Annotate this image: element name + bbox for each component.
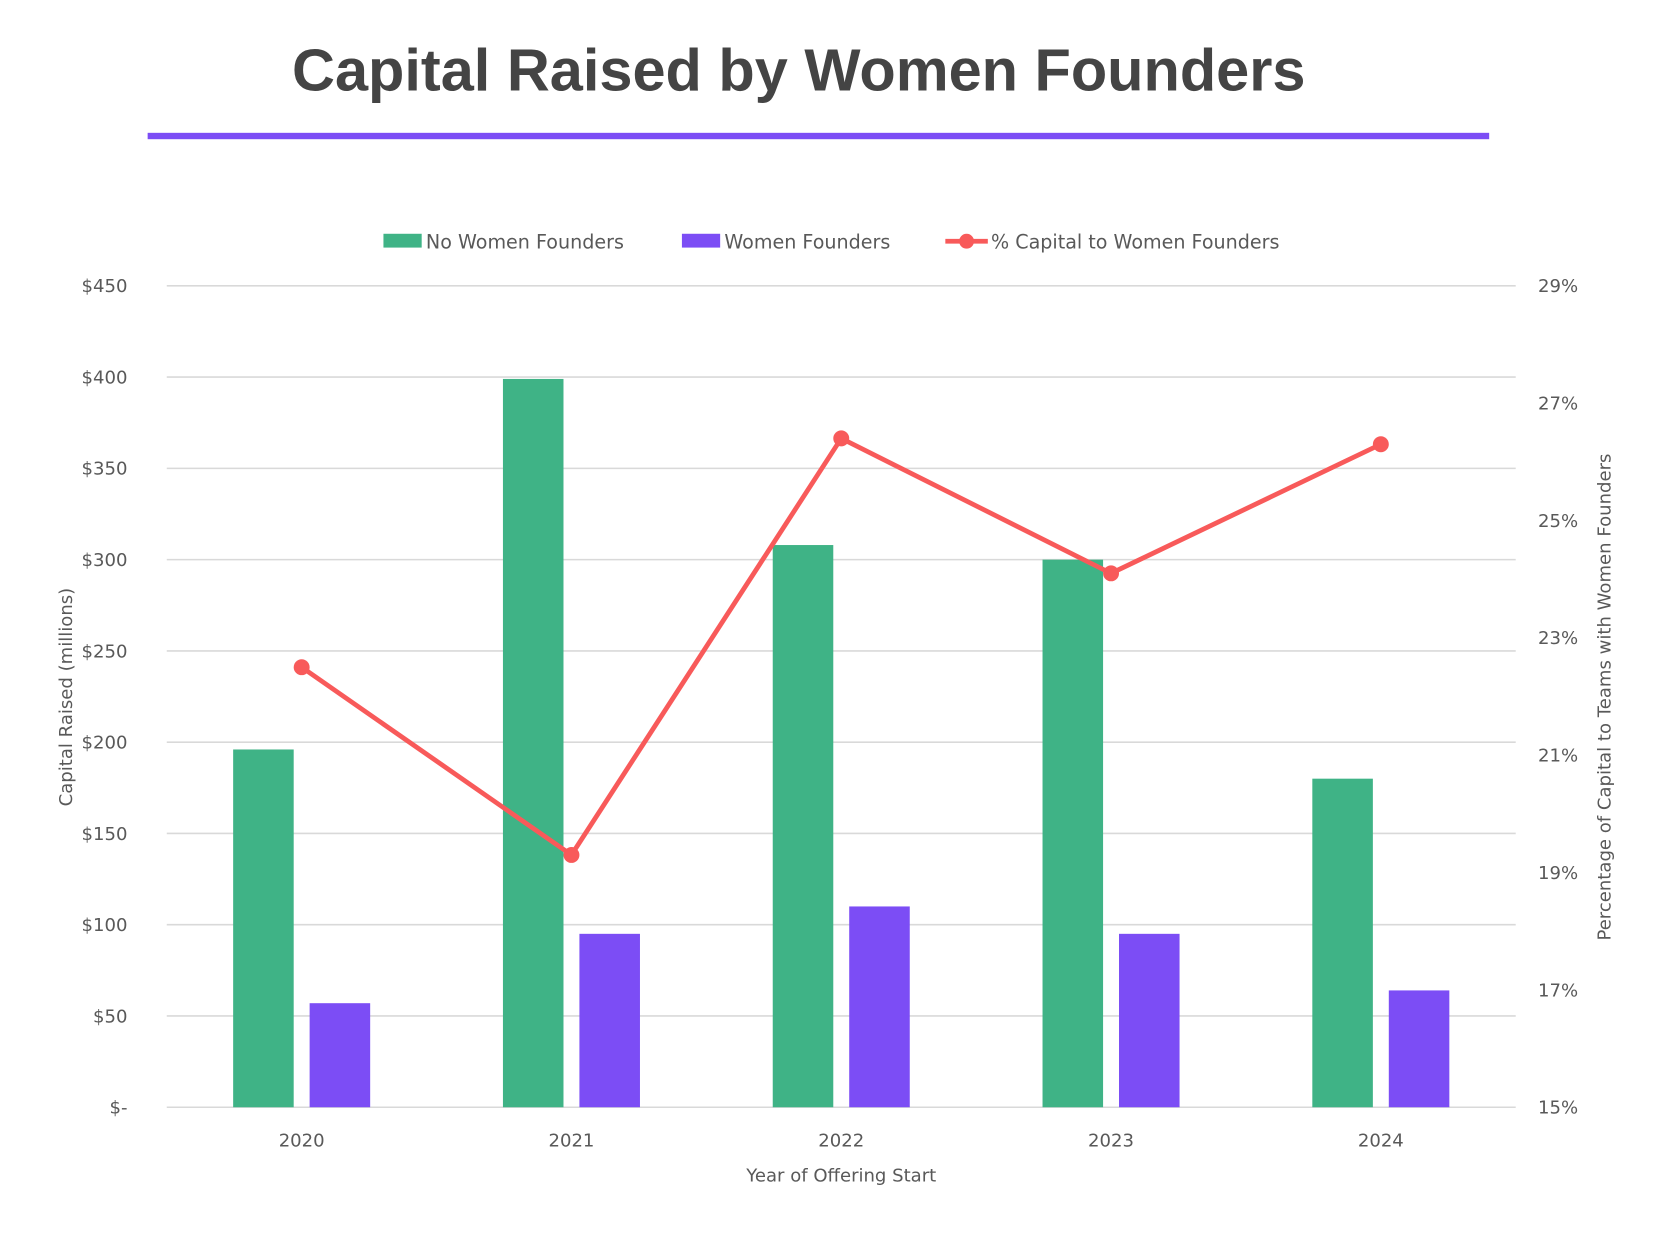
legend-swatch	[383, 233, 422, 248]
line-series	[293, 430, 1389, 863]
y-tick-label: $150	[82, 824, 128, 845]
legend-swatch	[681, 233, 721, 248]
legend-label: % Capital to Women Founders	[991, 231, 1280, 254]
bar-no-women-founders-2021	[502, 378, 564, 1108]
y-tick-label: $250	[82, 641, 128, 662]
y-axis-ticks: $- $50 $100 $150 $200 $250 $300 $350 $400 $450	[82, 276, 128, 1118]
chart-title: Capital Raised by Women Founders	[292, 36, 1305, 103]
bar-no-women-founders-2020	[233, 749, 294, 1108]
y-tick-label: $450	[82, 276, 128, 297]
x-tick-label: 2023	[1088, 1131, 1134, 1152]
bar-no-women-founders-2023	[1042, 559, 1104, 1108]
y2-tick-label: 23%	[1538, 628, 1578, 649]
line-point-2022	[833, 430, 850, 447]
title-underline	[147, 132, 1490, 140]
bars	[233, 378, 1450, 1108]
bar-women-founders-2021	[579, 933, 640, 1108]
line-point-2024	[1372, 436, 1389, 453]
y2-tick-label: 19%	[1538, 863, 1578, 884]
bar-no-women-founders-2022	[772, 545, 834, 1108]
bar-women-founders-2022	[849, 906, 910, 1108]
x-tick-label: 2020	[279, 1131, 325, 1152]
y-tick-label: $50	[93, 1006, 127, 1027]
legend: No Women Founders Women Founders % Capital…	[383, 231, 1280, 254]
legend-label: Women Founders	[724, 231, 890, 254]
y-tick-label: $350	[82, 459, 128, 480]
y-tick-label: $300	[82, 550, 128, 571]
x-axis-label: Year of Offering Start	[745, 1166, 936, 1187]
bar-women-founders-2023	[1119, 933, 1180, 1108]
x-axis-ticks: 2020 2021 2022 2023 2024	[279, 1131, 1404, 1152]
y2-tick-label: 21%	[1538, 746, 1578, 767]
bar-women-founders-2024	[1388, 990, 1450, 1108]
y-axis-label: Capital Raised (millions)	[56, 588, 77, 807]
legend-label: No Women Founders	[426, 231, 624, 254]
bar-women-founders-2020	[309, 1003, 371, 1108]
y2-axis-ticks: 15% 17% 19% 21% 23% 25% 27% 29%	[1538, 276, 1578, 1118]
x-tick-label: 2022	[818, 1131, 864, 1152]
gridlines	[166, 285, 1516, 1109]
line-point-2021	[563, 846, 580, 863]
y2-axis-label: Percentage of Capital to Teams with Wome…	[1594, 454, 1615, 941]
y2-tick-label: 25%	[1538, 511, 1578, 532]
y-tick-label: $-	[109, 1098, 127, 1119]
y-tick-label: $100	[82, 915, 128, 936]
y-tick-label: $200	[82, 733, 128, 754]
line-point-2023	[1103, 565, 1120, 582]
y2-tick-label: 27%	[1538, 394, 1578, 415]
bar-no-women-founders-2024	[1312, 778, 1373, 1108]
x-tick-label: 2021	[548, 1131, 594, 1152]
line-point-2020	[293, 659, 310, 676]
y-tick-label: $400	[82, 367, 128, 388]
line-path	[300, 435, 1382, 858]
x-tick-label: 2024	[1358, 1131, 1404, 1152]
legend-marker	[959, 233, 975, 249]
y2-tick-label: 29%	[1538, 276, 1578, 297]
y2-tick-label: 15%	[1538, 1098, 1578, 1119]
y2-tick-label: 17%	[1538, 980, 1578, 1001]
